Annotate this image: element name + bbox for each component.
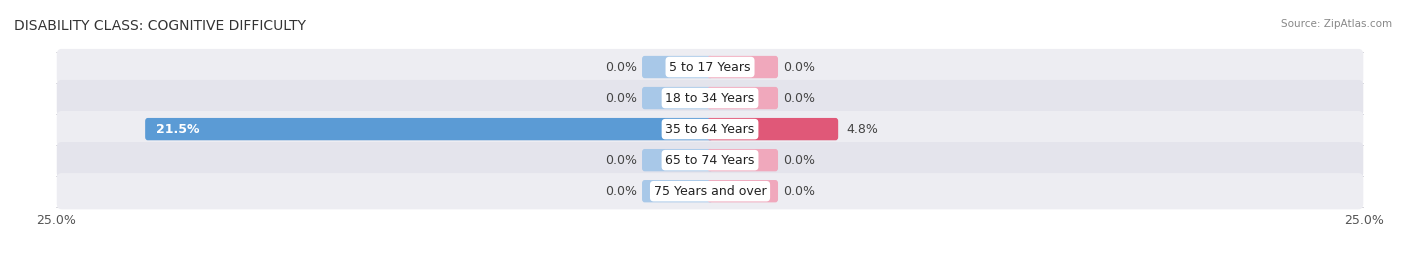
FancyBboxPatch shape [145,118,713,140]
FancyBboxPatch shape [707,180,778,202]
Text: 4.8%: 4.8% [846,123,877,136]
FancyBboxPatch shape [707,149,778,171]
Text: DISABILITY CLASS: COGNITIVE DIFFICULTY: DISABILITY CLASS: COGNITIVE DIFFICULTY [14,19,307,33]
FancyBboxPatch shape [56,111,1364,147]
Text: 75 Years and over: 75 Years and over [654,185,766,198]
Text: 0.0%: 0.0% [783,185,815,198]
Text: 65 to 74 Years: 65 to 74 Years [665,154,755,167]
Text: 5 to 17 Years: 5 to 17 Years [669,61,751,73]
FancyBboxPatch shape [56,142,1364,178]
Text: 0.0%: 0.0% [605,91,637,105]
FancyBboxPatch shape [707,56,778,78]
FancyBboxPatch shape [643,180,713,202]
Text: 18 to 34 Years: 18 to 34 Years [665,91,755,105]
Text: 0.0%: 0.0% [783,61,815,73]
Text: 0.0%: 0.0% [783,91,815,105]
Text: 35 to 64 Years: 35 to 64 Years [665,123,755,136]
FancyBboxPatch shape [643,87,713,109]
FancyBboxPatch shape [56,173,1364,209]
FancyBboxPatch shape [56,49,1364,85]
FancyBboxPatch shape [707,118,838,140]
Text: 0.0%: 0.0% [605,154,637,167]
Text: 0.0%: 0.0% [783,154,815,167]
Text: 21.5%: 21.5% [156,123,200,136]
FancyBboxPatch shape [643,149,713,171]
FancyBboxPatch shape [707,87,778,109]
Text: 0.0%: 0.0% [605,61,637,73]
Text: Source: ZipAtlas.com: Source: ZipAtlas.com [1281,19,1392,29]
FancyBboxPatch shape [56,80,1364,116]
FancyBboxPatch shape [643,56,713,78]
Text: 0.0%: 0.0% [605,185,637,198]
